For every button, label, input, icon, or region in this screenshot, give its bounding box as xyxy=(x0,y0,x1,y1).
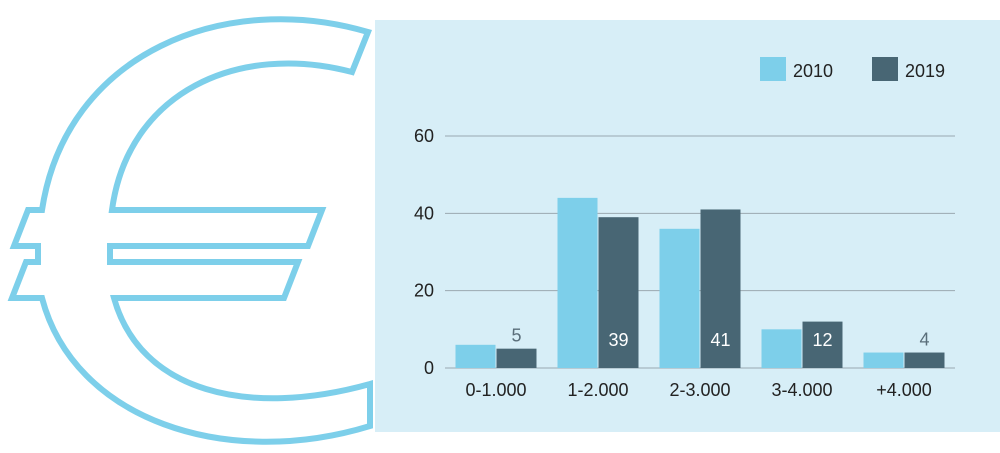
data-label: 39 xyxy=(608,330,628,350)
y-axis: 0 20 40 60 xyxy=(414,126,434,378)
bar-2010-1 xyxy=(557,197,598,368)
bar-2010-3 xyxy=(761,329,802,368)
legend-label-2019: 2019 xyxy=(905,61,945,81)
data-labels: 5 39 41 12 4 xyxy=(511,326,929,350)
data-label: 5 xyxy=(511,326,521,346)
bar-2019-1 xyxy=(598,217,639,368)
x-tick-label: +4.000 xyxy=(876,380,932,400)
bar-2010-2 xyxy=(659,228,700,368)
y-tick-label: 0 xyxy=(424,358,434,378)
legend-label-2010: 2010 xyxy=(793,61,833,81)
legend-swatch-2019 xyxy=(872,57,898,81)
x-tick-label: 1-2.000 xyxy=(567,380,628,400)
y-tick-label: 40 xyxy=(414,203,434,223)
euro-sign-icon xyxy=(7,16,373,445)
data-label: 41 xyxy=(710,330,730,350)
x-tick-label: 2-3.000 xyxy=(669,380,730,400)
legend-swatch-2010 xyxy=(760,57,786,81)
y-tick-label: 60 xyxy=(414,126,434,146)
bar-2019-4 xyxy=(904,352,945,368)
bar-2010-0 xyxy=(455,344,496,368)
legend: 2010 2019 xyxy=(760,57,945,81)
bar-2019-2 xyxy=(700,209,741,368)
x-axis: 0-1.000 1-2.000 2-3.000 3-4.000 +4.000 xyxy=(465,380,931,400)
x-tick-label: 0-1.000 xyxy=(465,380,526,400)
data-label: 4 xyxy=(919,330,929,350)
bars xyxy=(455,197,945,368)
data-label: 12 xyxy=(812,330,832,350)
bar-2019-0 xyxy=(496,348,537,368)
chart-panel xyxy=(375,20,1000,432)
x-tick-label: 3-4.000 xyxy=(771,380,832,400)
y-tick-label: 20 xyxy=(414,281,434,301)
bar-2019-3 xyxy=(802,321,843,368)
bar-2010-4 xyxy=(863,352,904,368)
